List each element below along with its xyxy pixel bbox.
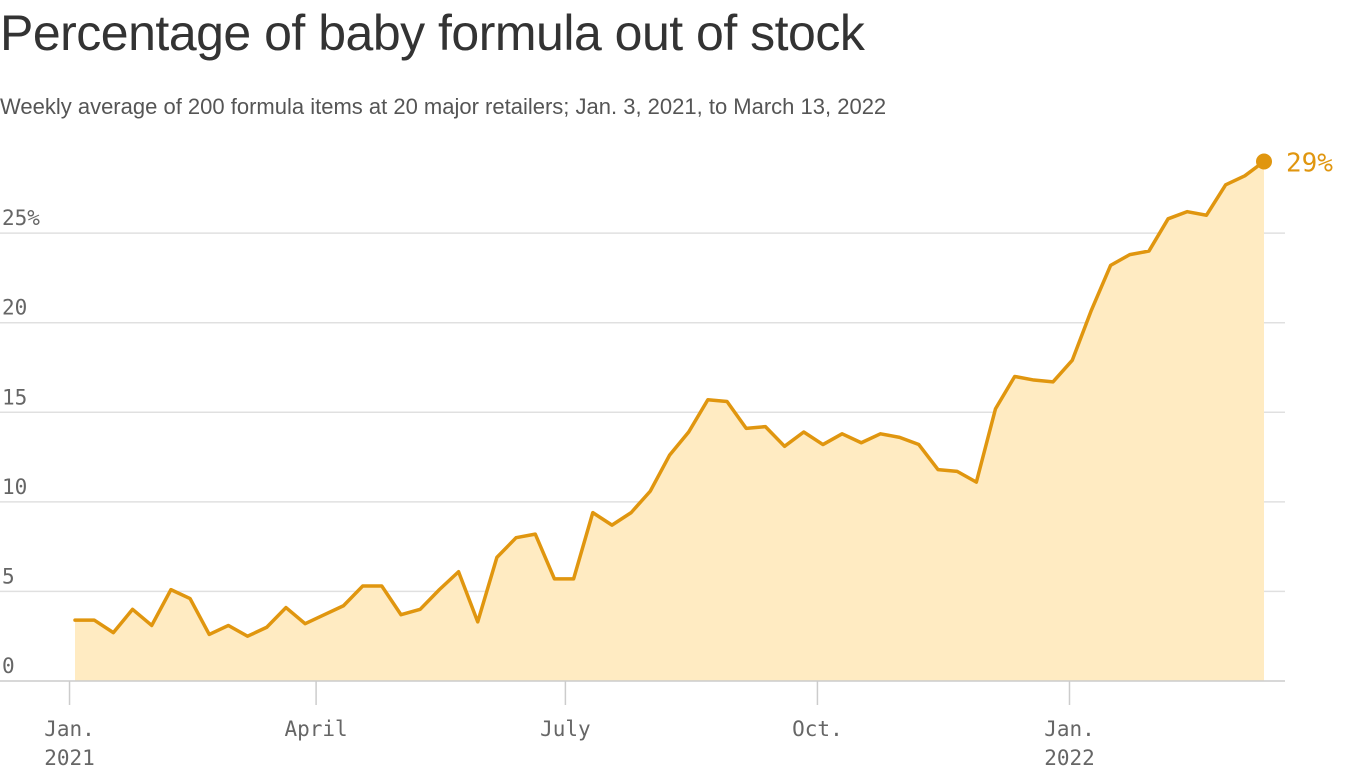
y-tick-label: 15 [2,385,27,409]
x-tick-year-label: 2021 [44,746,95,768]
x-axis [0,680,1285,705]
x-tick-label: July [540,717,591,741]
area-fill [75,161,1264,681]
x-axis-labels: Jan. 2021 April July Oct. Jan. 2022 [44,717,1095,768]
x-tick-label: Jan. [44,717,95,741]
x-tick-label: Jan. [1044,717,1095,741]
x-tick-label: Oct. [792,717,843,741]
y-axis-labels: 0 5 10 15 20 25% [2,206,40,678]
end-value-label: 29% [1286,149,1333,179]
y-tick-label: 5 [2,564,15,588]
end-point-marker [1256,153,1272,170]
chart-title: Percentage of baby formula out of stock [0,5,865,61]
y-tick-label: 25% [2,206,40,230]
chart-subtitle: Weekly average of 200 formula items at 2… [0,94,887,119]
y-tick-label: 10 [2,475,27,499]
x-tick-label: April [284,717,347,741]
y-tick-label: 20 [2,296,27,320]
data-line [73,159,1266,638]
x-tick-year-label: 2022 [1044,746,1095,768]
y-tick-label: 0 [2,654,15,678]
